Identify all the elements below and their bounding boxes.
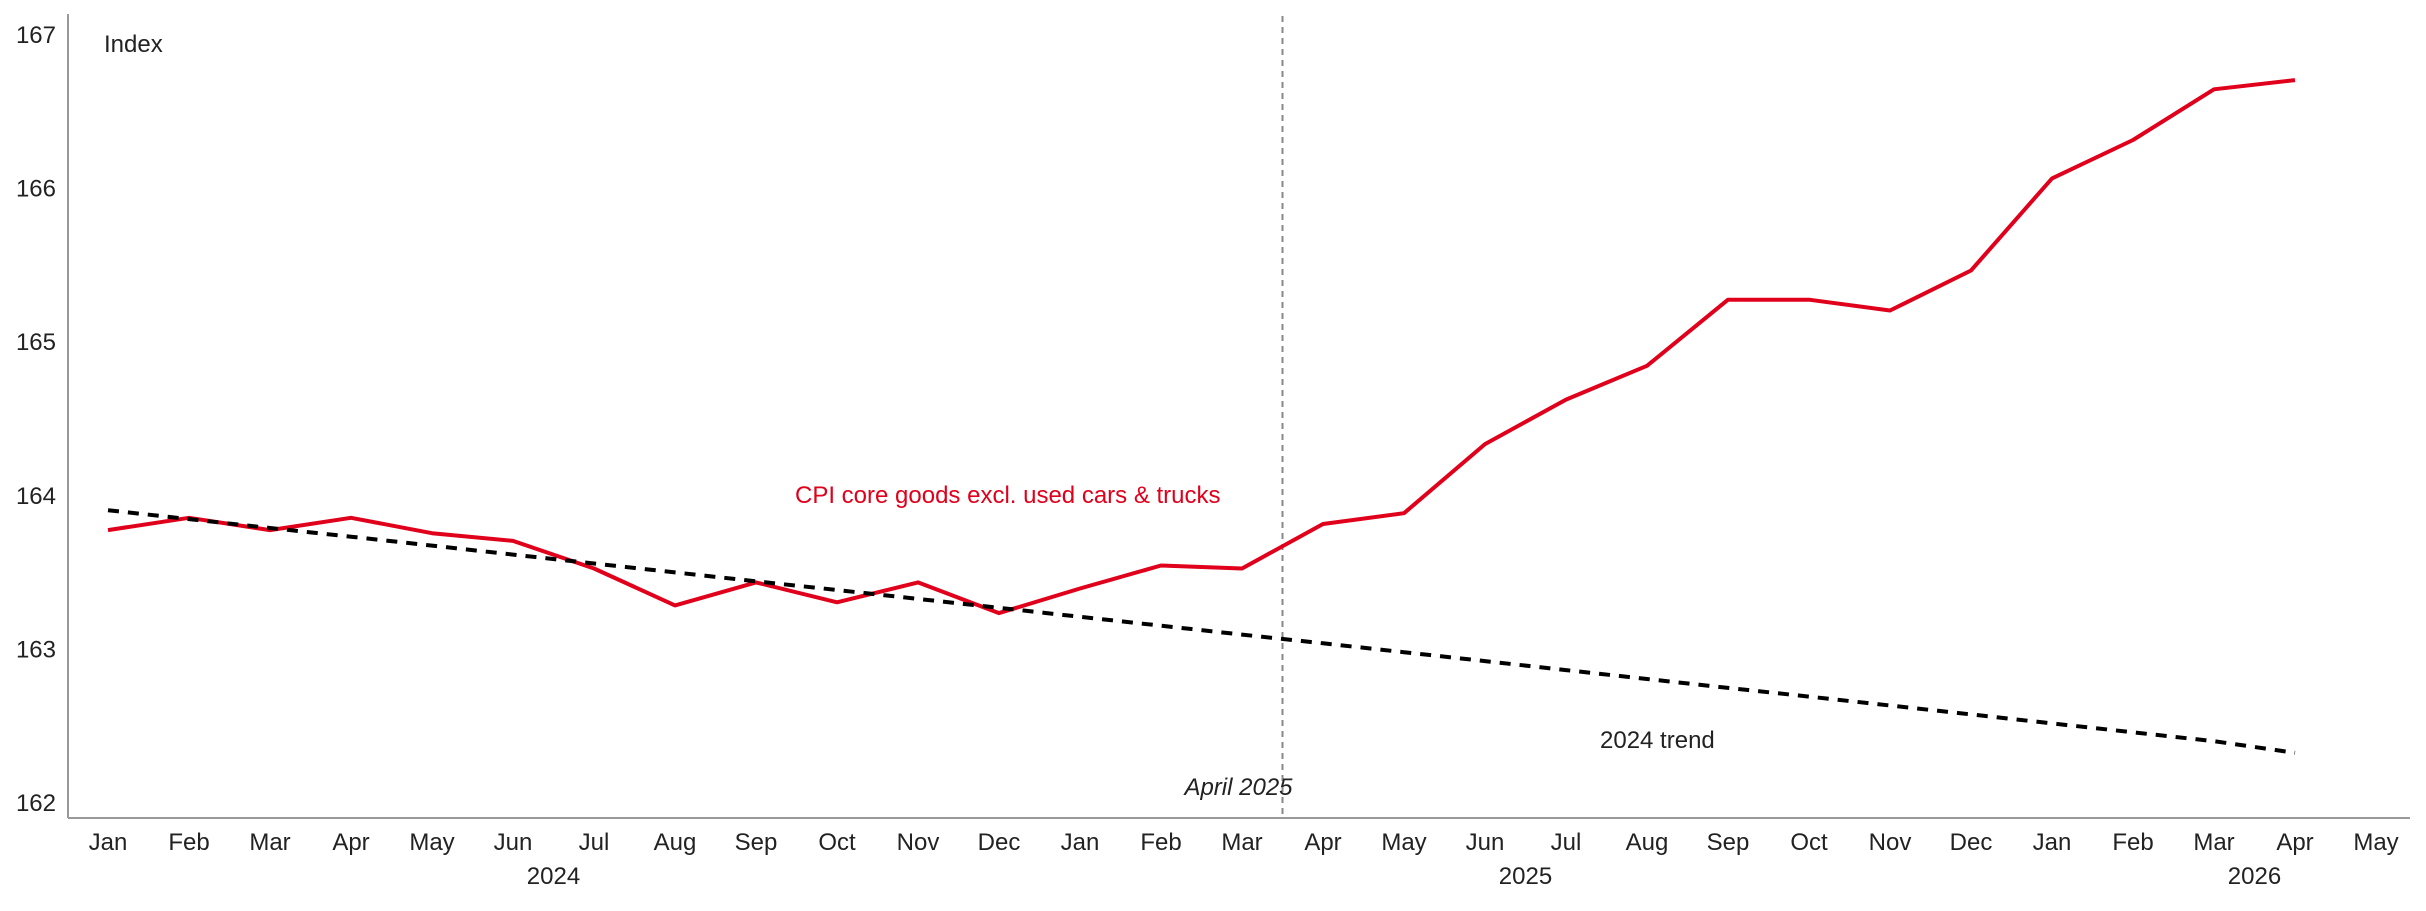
x-tick-label: Nov [897,829,940,856]
trend-line [107,508,2296,755]
x-tick-label: Aug [1626,829,1669,856]
y-tick-label: 167 [16,22,56,49]
year-label: 2024 [527,863,580,890]
series-label-cpi: CPI core goods excl. used cars & trucks [795,482,1221,509]
x-tick-label: Jun [494,829,533,856]
x-tick-label: Aug [654,829,697,856]
x-tick-label: Sep [1707,829,1750,856]
x-tick-label: Jul [579,829,610,856]
series-lines [107,78,2296,755]
x-tick-label: May [1381,829,1426,856]
year-label: 2025 [1499,863,1552,890]
x-tick-label: Jan [1061,829,1100,856]
y-tick-label: 162 [16,790,56,817]
x-tick-label: Mar [249,829,290,856]
x-tick-label: May [409,829,454,856]
cpi-core-goods-line [107,78,2296,616]
x-tick-label: Jan [89,829,128,856]
x-tick-label: Dec [978,829,1021,856]
x-tick-label: Mar [1221,829,1262,856]
y-tick-label: 163 [16,636,56,663]
x-tick-label: Apr [332,829,369,856]
y-tick-label: 166 [16,176,56,203]
year-labels: 2024 2025 2026 [527,863,2281,890]
x-tick-label: Oct [818,829,856,856]
reference-line-group: April 2025 [1182,16,1293,816]
reference-line-label: April 2025 [1182,774,1293,801]
x-tick-label: Nov [1869,829,1912,856]
x-tick-label: Feb [2112,829,2153,856]
x-tick-label: Jul [1551,829,1582,856]
x-tick-label: Dec [1950,829,1993,856]
series-labels: CPI core goods excl. used cars & trucks 2… [795,482,1715,754]
series-label-trend: 2024 trend [1600,727,1715,754]
y-axis-label: Index [104,31,163,58]
x-tick-label: Feb [1140,829,1181,856]
x-tick-label: Jun [1466,829,1505,856]
x-tick-label: Mar [2193,829,2234,856]
year-label: 2026 [2228,863,2281,890]
x-tick-label: Oct [1790,829,1828,856]
x-tick-label: May [2353,829,2398,856]
y-tick-label: 165 [16,329,56,356]
y-tick-label: 164 [16,483,56,510]
x-tick-labels: Jan Feb Mar Apr May Jun Jul Aug Sep Oct Nov Dec Jan F… [89,829,2399,856]
x-tick-label: Apr [1304,829,1341,856]
x-tick-label: Feb [168,829,209,856]
y-tick-labels: 162 163 164 165 166 167 [16,22,56,817]
x-tick-label: Sep [735,829,778,856]
x-tick-label: Apr [2276,829,2313,856]
x-tick-label: Jan [2033,829,2072,856]
